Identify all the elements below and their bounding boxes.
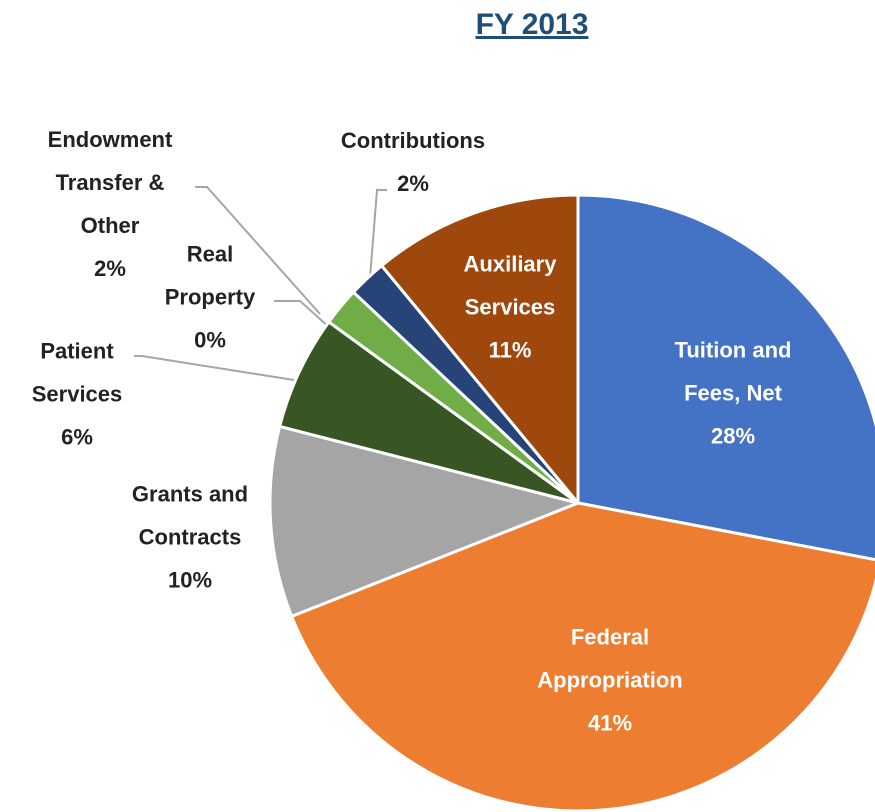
value-label: 0% [194,327,226,353]
pie-slice [380,193,580,505]
leader-lines [134,186,387,381]
category-label: Real Property [164,241,256,310]
slice-label: Contributions 2% [313,119,513,205]
leader-line [195,186,321,315]
category-label: Grants and Contracts [131,481,249,550]
category-label: Auxiliary Services [463,251,557,320]
slice-label: Grants and Contracts 10% [115,473,265,602]
slice-label: Real Property 0% [155,233,265,362]
slice-label: Patient Services 6% [12,330,142,459]
value-label: 2% [94,256,126,281]
value-label: 41% [587,710,633,736]
pie-slice [290,501,875,812]
pie-slice [576,193,875,562]
category-label: Contributions [340,128,486,153]
value-label: 6% [61,424,93,450]
category-label: Tuition and Fees, Net [674,337,792,406]
value-label: 11% [488,337,532,363]
value-label: 28% [710,423,756,449]
slice-label: Auxiliary Services 11% [440,243,580,372]
slice-label: Endowment Transfer & Other 2% [25,118,195,290]
value-label: 10% [167,567,213,593]
value-label: 2% [397,171,429,196]
chart-title: FY 2013 [475,8,589,41]
category-label: Federal Appropriation [537,624,683,693]
pie-slice [268,424,580,618]
leader-line [369,189,387,279]
slice-label: Tuition and Fees, Net 28% [648,329,818,458]
leader-line [134,355,295,381]
slice-label: Federal Appropriation 41% [515,616,705,745]
category-label: Endowment Transfer & Other [47,127,173,238]
category-label: Patient Services [31,338,123,407]
leader-line [274,300,331,329]
